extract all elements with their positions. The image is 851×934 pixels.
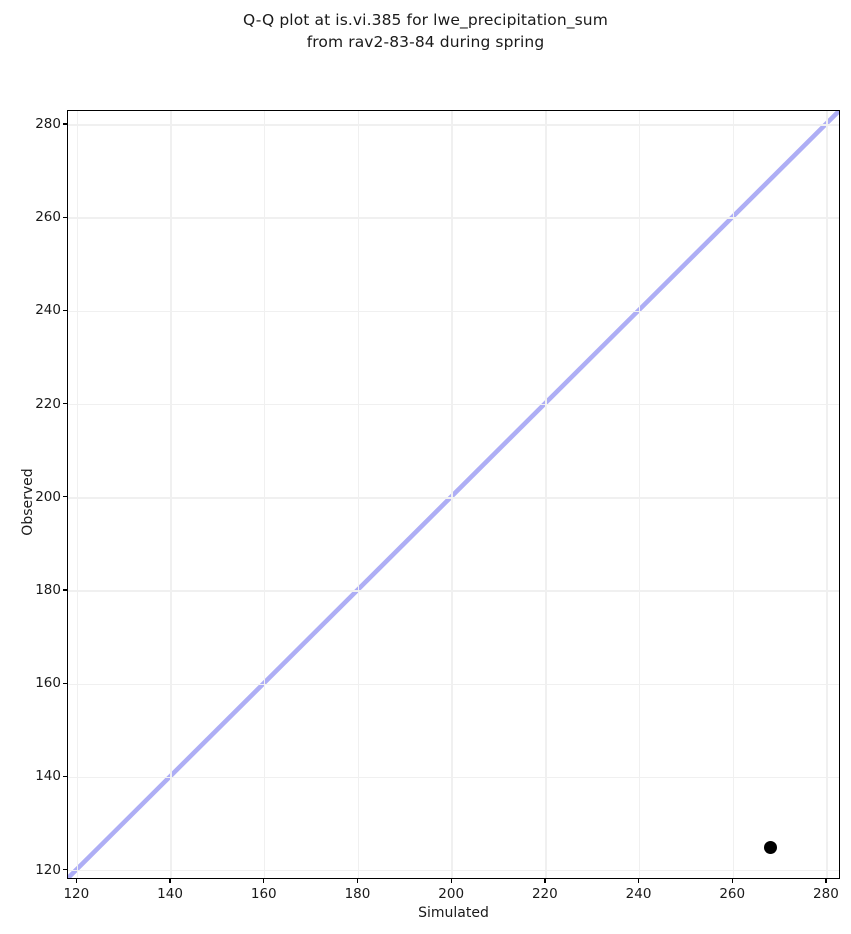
x-axis-tick (75, 879, 78, 883)
y-axis-tick-label: 260 (35, 209, 61, 226)
gridline-horizontal (68, 403, 839, 406)
gridline-horizontal (68, 590, 839, 592)
gridline-vertical (76, 111, 79, 878)
gridline-vertical (638, 111, 641, 878)
x-axis-tick-label: 260 (719, 886, 746, 902)
gridline-horizontal (68, 683, 839, 685)
x-axis-tick-label: 140 (157, 886, 183, 902)
y-axis-tick-label: 280 (35, 115, 61, 132)
y-axis-tick-label: 200 (35, 488, 61, 505)
y-axis-tick-label: 180 (35, 582, 61, 599)
gridline-horizontal (68, 776, 839, 779)
y-axis-tick (63, 216, 67, 218)
x-axis-tick (731, 879, 733, 883)
gridline-horizontal (68, 124, 839, 126)
y-axis-tick (63, 589, 67, 591)
y-axis-tick (63, 309, 67, 312)
x-axis-tick (825, 879, 827, 883)
x-axis-tick-label: 240 (625, 886, 652, 902)
reference-line-svg (68, 111, 839, 878)
chart-title: Q-Q plot at is.vi.385 for lwe_precipitat… (243, 11, 608, 51)
x-axis-label: Simulated (418, 905, 489, 921)
x-axis-tick (169, 879, 171, 883)
one-to-one-reference-line (68, 111, 839, 878)
x-axis-tick-label: 220 (531, 886, 558, 902)
y-axis-label: Observed (20, 468, 36, 536)
gridline-vertical (170, 111, 172, 878)
y-axis-tick (63, 402, 67, 405)
y-axis-tick (63, 869, 67, 871)
gridline-vertical (732, 111, 734, 878)
x-axis-tick (544, 879, 546, 883)
data-point (764, 840, 778, 854)
x-axis-tick-label: 180 (344, 886, 371, 902)
y-axis-tick-label: 220 (35, 395, 61, 412)
gridline-horizontal (68, 217, 839, 219)
y-axis-tick-label: 240 (35, 302, 61, 319)
plot-area (67, 110, 840, 879)
x-axis-tick-label: 280 (813, 886, 839, 902)
y-axis-tick-label: 140 (35, 768, 61, 785)
gridline-horizontal (68, 497, 839, 499)
y-axis-tick-label: 120 (35, 861, 61, 878)
gridline-vertical (826, 111, 828, 878)
y-axis-tick (63, 123, 67, 125)
y-axis-tick-label: 160 (35, 675, 61, 692)
gridline-horizontal (68, 869, 839, 872)
gridline-vertical (357, 111, 360, 878)
gridline-vertical (451, 111, 453, 878)
gridline-horizontal (68, 310, 839, 313)
x-axis-tick (356, 879, 359, 883)
x-axis-tick-label: 120 (63, 886, 90, 902)
x-axis-tick (263, 879, 265, 883)
x-axis-tick (637, 879, 640, 883)
gridline-vertical (264, 111, 266, 878)
y-axis-tick (63, 775, 67, 778)
gridline-vertical (545, 111, 547, 878)
y-axis-tick (63, 496, 67, 498)
x-axis-tick-label: 200 (438, 886, 465, 902)
x-axis-tick (450, 879, 452, 883)
x-axis-tick-label: 160 (250, 886, 277, 902)
y-axis-tick (63, 682, 67, 684)
